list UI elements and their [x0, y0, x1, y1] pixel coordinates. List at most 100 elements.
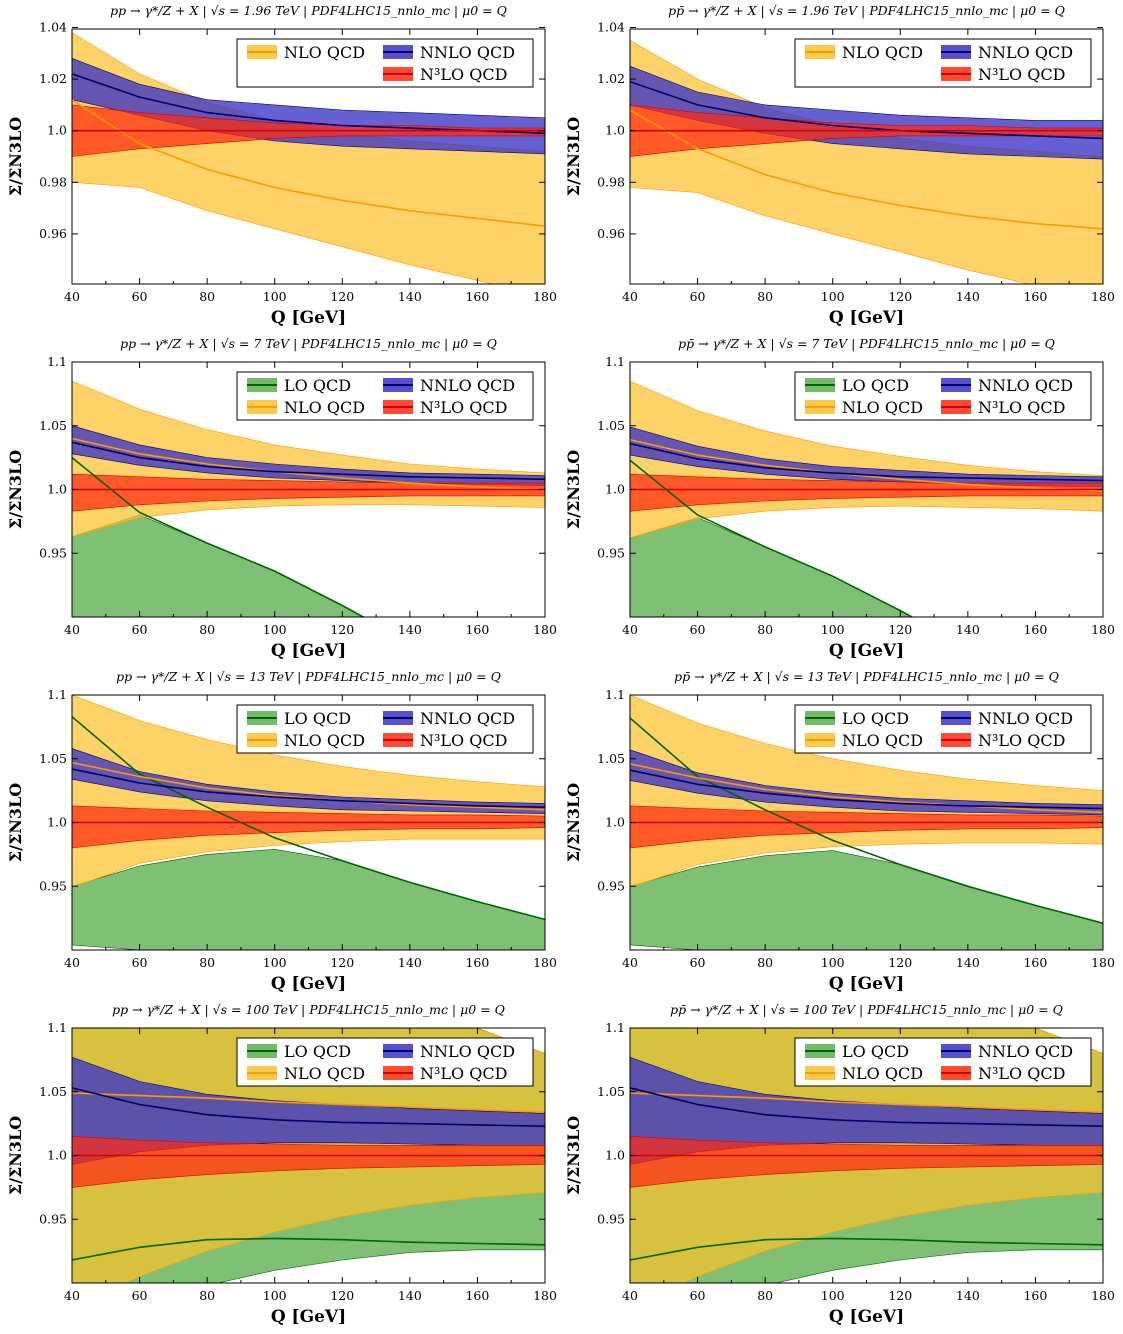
x-tick-label: 140: [398, 955, 422, 970]
chart-title: pp → γ*/Z + X | √s = 7 TeV | PDF4LHC15_n…: [120, 336, 497, 351]
y-tick-label: 1.1: [47, 1020, 67, 1035]
band-lo: [72, 848, 545, 950]
legend: LO QCD NNLO QCD NLO QCD N³LO QCD: [794, 1037, 1092, 1087]
x-tick-label: 120: [330, 622, 354, 637]
x-tick-label: 120: [330, 289, 354, 304]
x-tick-label: 80: [199, 1288, 215, 1303]
band-n3lo: [72, 805, 545, 849]
legend-label-lo: LO QCD: [284, 1042, 351, 1061]
legend-label-n3lo: N³LO QCD: [978, 398, 1065, 417]
x-tick-label: 60: [690, 1288, 706, 1303]
x-tick-label: 60: [132, 1288, 148, 1303]
chart-panel-7: pp → γ*/Z + X | √s = 100 TeV | PDF4LHC15…: [6, 1002, 557, 1327]
x-tick-label: 40: [622, 1288, 638, 1303]
x-tick-label: 40: [622, 955, 638, 970]
legend: LO QCD NNLO QCD NLO QCD N³LO QCD: [794, 704, 1092, 754]
legend-label-lo: LO QCD: [284, 376, 351, 395]
y-tick-label: 1.0: [605, 123, 625, 138]
x-tick-label: 100: [263, 622, 287, 637]
x-tick-label: 140: [956, 622, 980, 637]
line-lo: [72, 456, 365, 617]
band-nlo: [630, 695, 1103, 888]
y-tick-label: 0.95: [39, 1211, 67, 1226]
y-tick-label: 1.02: [597, 71, 625, 86]
legend-label-lo: LO QCD: [284, 709, 351, 728]
x-axis-label: Q [GeV]: [271, 974, 346, 994]
y-tick-label: 1.05: [39, 418, 67, 433]
legend-label-nnlo: NNLO QCD: [420, 376, 515, 395]
x-tick-label: 120: [330, 955, 354, 970]
x-tick-label: 140: [398, 289, 422, 304]
line-lo: [630, 1237, 1103, 1261]
band-n3lo: [630, 473, 1103, 512]
x-tick-label: 100: [821, 289, 845, 304]
plot-area: [72, 695, 545, 950]
x-tick-label: 180: [1091, 622, 1115, 637]
x-tick-label: 180: [533, 1288, 557, 1303]
x-tick-label: 160: [465, 622, 489, 637]
x-tick-label: 60: [132, 289, 148, 304]
line-nnlo: [72, 1087, 545, 1127]
x-tick-label: 60: [690, 622, 706, 637]
chart-panel-3: pp → γ*/Z + X | √s = 7 TeV | PDF4LHC15_n…: [6, 336, 557, 661]
line-nnlo: [630, 442, 1103, 482]
legend-label-nlo: NLO QCD: [284, 398, 365, 417]
plot-area: [630, 40, 1103, 284]
plot-area: [72, 380, 545, 617]
x-tick-label: 180: [533, 289, 557, 304]
y-tick-label: 1.0: [47, 815, 67, 830]
y-tick-label: 1.1: [605, 687, 625, 702]
x-tick-label: 80: [199, 955, 215, 970]
x-tick-label: 60: [690, 289, 706, 304]
x-tick-label: 120: [888, 955, 912, 970]
band-n3lo: [72, 1136, 545, 1188]
y-tick-label: 1.0: [605, 482, 625, 497]
y-axis-label: Σ/ΣN3LO: [564, 117, 583, 196]
x-tick-label: 40: [64, 1288, 80, 1303]
line-nnlo: [630, 1087, 1103, 1127]
y-axis-label: Σ/ΣN3LO: [564, 450, 583, 529]
y-tick-label: 1.02: [39, 71, 67, 86]
x-tick-label: 160: [1023, 289, 1047, 304]
x-axis-label: Q [GeV]: [271, 641, 346, 661]
y-tick-label: 0.95: [597, 878, 625, 893]
line-nlo: [72, 1092, 545, 1113]
y-tick-label: 1.05: [39, 1084, 67, 1099]
legend-label-nlo: NLO QCD: [842, 398, 923, 417]
line-nlo: [630, 109, 1103, 230]
plot-area: [630, 380, 1103, 617]
y-tick-label: 1.04: [39, 19, 67, 34]
chart-title: pp → γ*/Z + X | √s = 100 TeV | PDF4LHC15…: [112, 1002, 505, 1017]
line-lo: [630, 459, 914, 617]
line-lo: [630, 717, 1103, 924]
x-tick-label: 40: [64, 955, 80, 970]
legend-label-nlo: NLO QCD: [284, 1064, 365, 1083]
x-tick-label: 60: [132, 622, 148, 637]
y-tick-label: 1.0: [605, 815, 625, 830]
line-nlo: [630, 1092, 1103, 1113]
legend-label-nlo: NLO QCD: [842, 43, 923, 62]
x-tick-label: 80: [199, 622, 215, 637]
y-axis-label: Σ/ΣN3LO: [6, 1116, 25, 1195]
y-tick-label: 1.0: [47, 482, 67, 497]
chart-title: pp̄ → γ*/Z + X | √s = 100 TeV | PDF4LHC1…: [670, 1002, 1063, 1017]
x-tick-label: 100: [263, 289, 287, 304]
y-tick-label: 1.05: [597, 418, 625, 433]
x-tick-label: 180: [533, 622, 557, 637]
x-tick-label: 40: [622, 289, 638, 304]
y-tick-label: 1.1: [605, 354, 625, 369]
x-axis-label: Q [GeV]: [829, 308, 904, 328]
chart-panel-5: pp → γ*/Z + X | √s = 13 TeV | PDF4LHC15_…: [6, 669, 557, 994]
line-lo: [72, 1237, 545, 1261]
x-tick-label: 140: [956, 289, 980, 304]
line-nlo: [630, 763, 1103, 814]
y-tick-label: 1.1: [605, 1020, 625, 1035]
legend-label-n3lo: N³LO QCD: [420, 731, 507, 750]
x-tick-label: 40: [64, 289, 80, 304]
y-axis-label: Σ/ΣN3LO: [564, 783, 583, 862]
chart-title: pp̄ → γ*/Z + X | √s = 7 TeV | PDF4LHC15_…: [678, 336, 1055, 351]
x-tick-label: 80: [757, 289, 773, 304]
x-tick-label: 120: [888, 622, 912, 637]
y-tick-label: 0.98: [597, 174, 625, 189]
